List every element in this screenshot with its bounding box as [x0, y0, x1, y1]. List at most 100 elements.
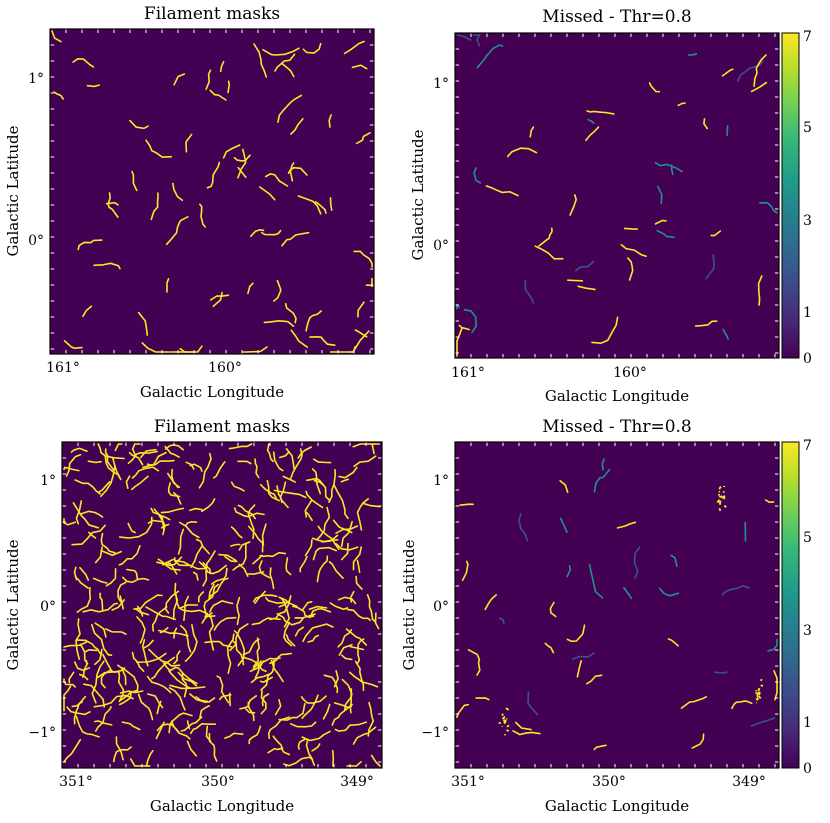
filament [242, 346, 268, 353]
filament [148, 648, 181, 667]
y-tick-label: 0° [40, 599, 56, 615]
filament [137, 693, 154, 721]
filament [266, 479, 281, 502]
filament [126, 568, 139, 580]
filament [586, 110, 615, 115]
filament [189, 693, 216, 704]
filament [534, 245, 564, 260]
filament [259, 676, 273, 683]
filament [119, 690, 133, 706]
filament [283, 756, 314, 767]
filament [355, 132, 371, 145]
filament [172, 182, 184, 202]
filament [731, 700, 753, 710]
filament [212, 291, 223, 308]
colorbar-tick: 0 [803, 351, 812, 367]
filament [259, 483, 278, 500]
colorbar-tick: 1 [803, 305, 812, 321]
filament [73, 695, 87, 725]
filament [311, 743, 321, 752]
filament [576, 660, 582, 678]
filament [237, 166, 247, 178]
filament [710, 230, 722, 237]
filament [331, 703, 353, 726]
filament [328, 114, 332, 128]
filament [165, 216, 189, 246]
x-tick-label: 161° [46, 360, 80, 376]
colorbar-tick: 7 [803, 29, 812, 45]
filament [498, 617, 505, 625]
filament [202, 562, 211, 575]
filament [593, 468, 611, 493]
filament [287, 166, 308, 176]
filament [588, 563, 604, 599]
filament [623, 586, 633, 600]
filament [354, 329, 368, 338]
x-axis-label: Galactic Longitude [545, 387, 689, 405]
filament [131, 475, 149, 491]
filament [199, 203, 206, 228]
colorbar-tick: 0 [803, 761, 812, 777]
filament [68, 671, 75, 684]
filament [76, 639, 101, 655]
filament [587, 118, 595, 124]
filament [279, 481, 287, 504]
filament [209, 89, 227, 101]
filament [623, 227, 638, 230]
filament [601, 458, 605, 471]
filament [183, 595, 190, 622]
filament [93, 262, 121, 270]
filament [506, 147, 538, 158]
filament [82, 602, 119, 613]
filament [133, 594, 163, 610]
filament [304, 539, 313, 557]
filament-cluster [718, 500, 722, 504]
filament-cluster [501, 713, 504, 717]
filament-layer [51, 30, 373, 353]
filament [658, 587, 680, 597]
filament [282, 475, 296, 483]
filament [179, 521, 200, 539]
colorbar: 0 1 3 5 7 [781, 29, 812, 367]
panel-title: Missed - Thr=0.8 [542, 417, 691, 437]
filament [228, 443, 253, 450]
filament-layer [456, 34, 778, 357]
filament [77, 239, 103, 251]
filament [233, 507, 265, 518]
filament [250, 672, 272, 684]
filament [104, 448, 115, 471]
filament [263, 319, 295, 327]
filament-cluster [502, 719, 506, 722]
filament [79, 566, 90, 581]
filament [371, 443, 380, 455]
filament [670, 164, 674, 176]
filament [118, 545, 141, 566]
filament [577, 285, 596, 291]
filament [156, 700, 162, 715]
filament [141, 342, 170, 353]
filament [278, 596, 298, 608]
filament-cluster [506, 724, 510, 728]
filament [367, 701, 375, 737]
filament [261, 523, 267, 546]
axes-ticks [50, 29, 374, 354]
filament [115, 736, 124, 761]
heatmap-background [455, 33, 779, 358]
filament [292, 605, 315, 618]
filament-cluster [755, 696, 760, 701]
filament [349, 688, 353, 714]
filament [180, 716, 203, 732]
filament [273, 489, 307, 499]
filament [538, 227, 553, 247]
filament [63, 340, 83, 350]
filament [285, 557, 292, 576]
filament [140, 448, 157, 459]
filament [105, 568, 117, 587]
filament [94, 648, 103, 666]
filament [309, 335, 336, 346]
heatmap-background [50, 29, 374, 354]
filament [265, 173, 289, 187]
x-tick-label: 160° [613, 365, 647, 381]
filament [169, 684, 206, 690]
